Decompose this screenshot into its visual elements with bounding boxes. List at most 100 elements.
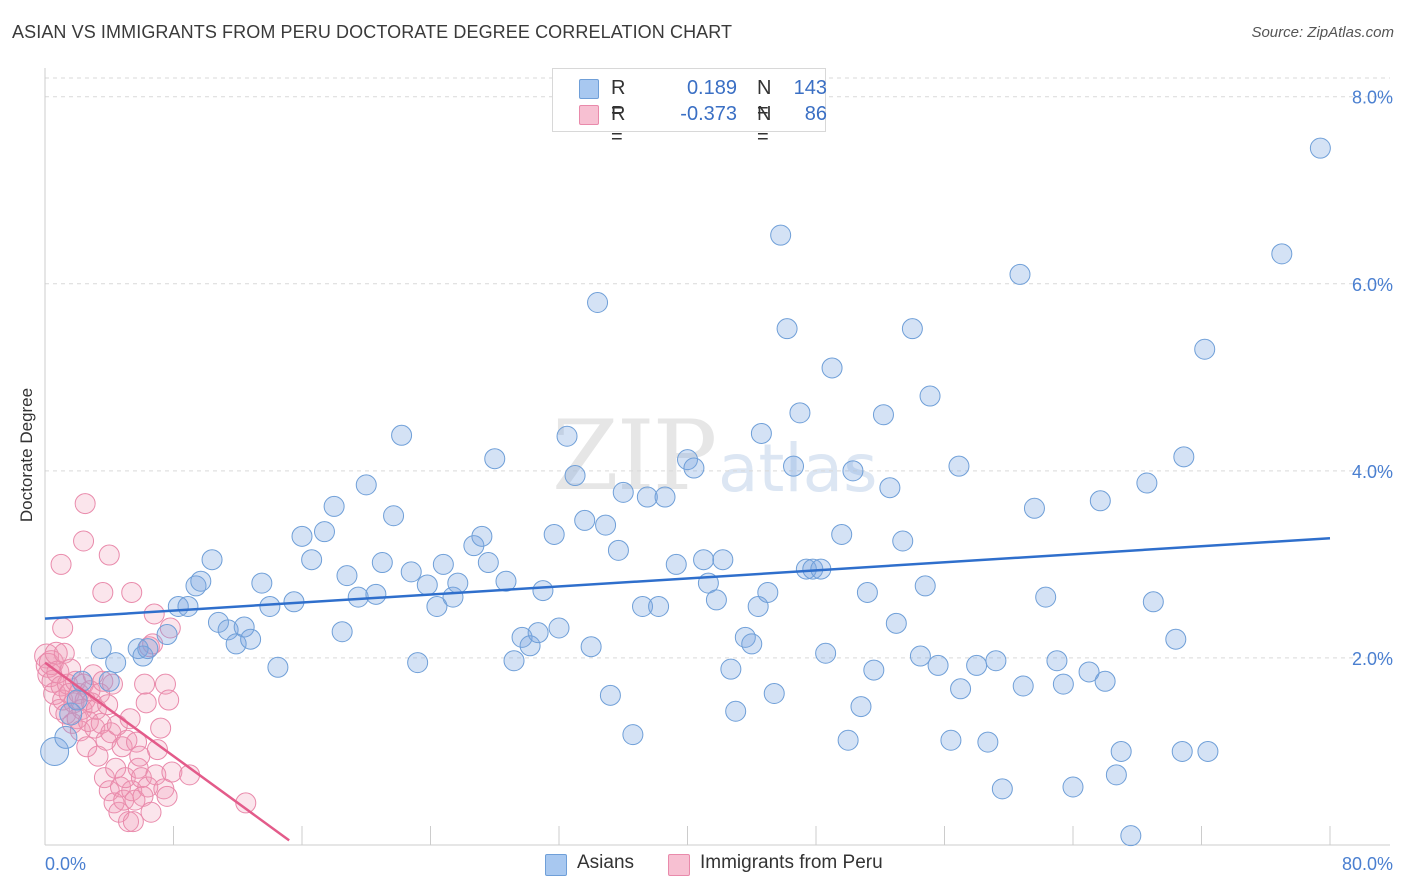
legend-r-label: R = — [611, 77, 626, 122]
asian-point — [105, 652, 127, 674]
y-tick-label: 4.0% — [1352, 462, 1393, 482]
asian-point — [789, 402, 811, 424]
asian-point — [574, 509, 596, 531]
asian-point — [892, 530, 914, 552]
peru-point — [93, 767, 115, 789]
peru-points — [34, 493, 257, 833]
asian-point — [665, 553, 687, 575]
peru-point — [98, 544, 120, 566]
peru-point — [129, 745, 151, 767]
asian-point — [156, 624, 178, 646]
peru-point — [145, 764, 167, 786]
peru-point — [101, 673, 123, 695]
asian-point — [750, 422, 772, 444]
peru-point — [126, 731, 148, 753]
asian-point — [527, 622, 549, 644]
asian-point — [217, 619, 239, 641]
asian-point — [1009, 263, 1031, 285]
asian-point — [1309, 137, 1331, 159]
asian-point — [863, 659, 885, 681]
asian-point — [1052, 673, 1074, 695]
asian-point — [705, 589, 727, 611]
peru-point — [122, 811, 144, 833]
asian-point — [1094, 670, 1116, 692]
peru-trend-line — [44, 661, 290, 842]
axes — [44, 68, 1390, 846]
asian-point — [914, 575, 936, 597]
asian-point — [1171, 740, 1193, 762]
peru-point — [146, 739, 168, 761]
asian-point — [1120, 825, 1142, 847]
asian-point — [636, 486, 658, 508]
asian-point — [477, 552, 499, 574]
asian-point — [556, 425, 578, 447]
asian-point — [1078, 661, 1100, 683]
asian-point — [177, 595, 199, 617]
chart-title: ASIAN VS IMMIGRANTS FROM PERU DOCTORATE … — [12, 22, 733, 42]
asian-point — [712, 549, 734, 571]
asian-point — [291, 525, 313, 547]
chart-source: Source: ZipAtlas.com — [1251, 24, 1394, 41]
series-swatch-asians — [545, 854, 567, 876]
asian-point — [850, 696, 872, 718]
asian-point — [901, 318, 923, 340]
asian-point — [677, 449, 698, 471]
asian-point — [991, 778, 1013, 800]
asian-point — [599, 684, 621, 706]
asian-point — [1194, 338, 1216, 360]
asian-trend-line — [44, 536, 1331, 620]
asian-point — [879, 477, 901, 499]
asian-point — [632, 595, 654, 617]
asian-point — [648, 595, 670, 617]
asian-point — [622, 724, 644, 746]
asian-point — [471, 525, 493, 547]
peru-point — [135, 692, 157, 714]
asian-point — [612, 481, 634, 503]
asian-point — [233, 616, 255, 638]
asian-point — [580, 636, 602, 658]
asian-point — [985, 650, 1007, 672]
asian-point — [856, 581, 878, 603]
asian-point — [383, 505, 405, 527]
asian-point — [90, 638, 112, 660]
peru-point — [73, 530, 95, 552]
peru-point — [92, 581, 114, 603]
asian-point — [683, 457, 705, 479]
asian-point — [763, 682, 785, 704]
asian-point — [1165, 628, 1187, 650]
peru-point — [118, 811, 140, 833]
asian-point — [595, 514, 617, 536]
correlation-legend: R = 0.189 N = 143 R = -0.373 N = 86 — [552, 68, 827, 148]
trend-lines — [44, 536, 1331, 842]
asian-point — [837, 729, 859, 751]
asian-point — [1173, 446, 1195, 468]
asian-point — [548, 617, 570, 639]
asian-point — [201, 549, 223, 571]
peru-point — [156, 785, 178, 807]
asian-point — [1271, 243, 1293, 265]
asian-point — [977, 731, 999, 753]
series-swatch-peru — [668, 854, 690, 876]
asian-point — [607, 539, 629, 561]
asian-point — [267, 656, 289, 678]
asian-point — [347, 586, 369, 608]
asian-point — [519, 635, 541, 657]
asian-point — [842, 460, 864, 482]
peru-point — [60, 658, 82, 680]
peru-point — [109, 776, 131, 798]
y-tick-label: 8.0% — [1352, 88, 1393, 108]
legend-swatch-peru — [579, 105, 599, 125]
series-legend: Asians Immigrants from Peru — [0, 852, 1406, 878]
asian-point — [909, 645, 931, 667]
asian-point — [426, 595, 448, 617]
asian-point — [432, 553, 454, 575]
legend-n-value: 143 — [793, 77, 827, 99]
legend-n-value: 86 — [804, 103, 827, 125]
asian-point — [1035, 586, 1057, 608]
asian-point — [391, 424, 413, 446]
watermark-atlas: atlas — [718, 430, 878, 507]
asian-point — [1089, 490, 1111, 512]
legend-n-label: N = — [757, 103, 772, 148]
legend-n-label: N = — [757, 77, 772, 122]
